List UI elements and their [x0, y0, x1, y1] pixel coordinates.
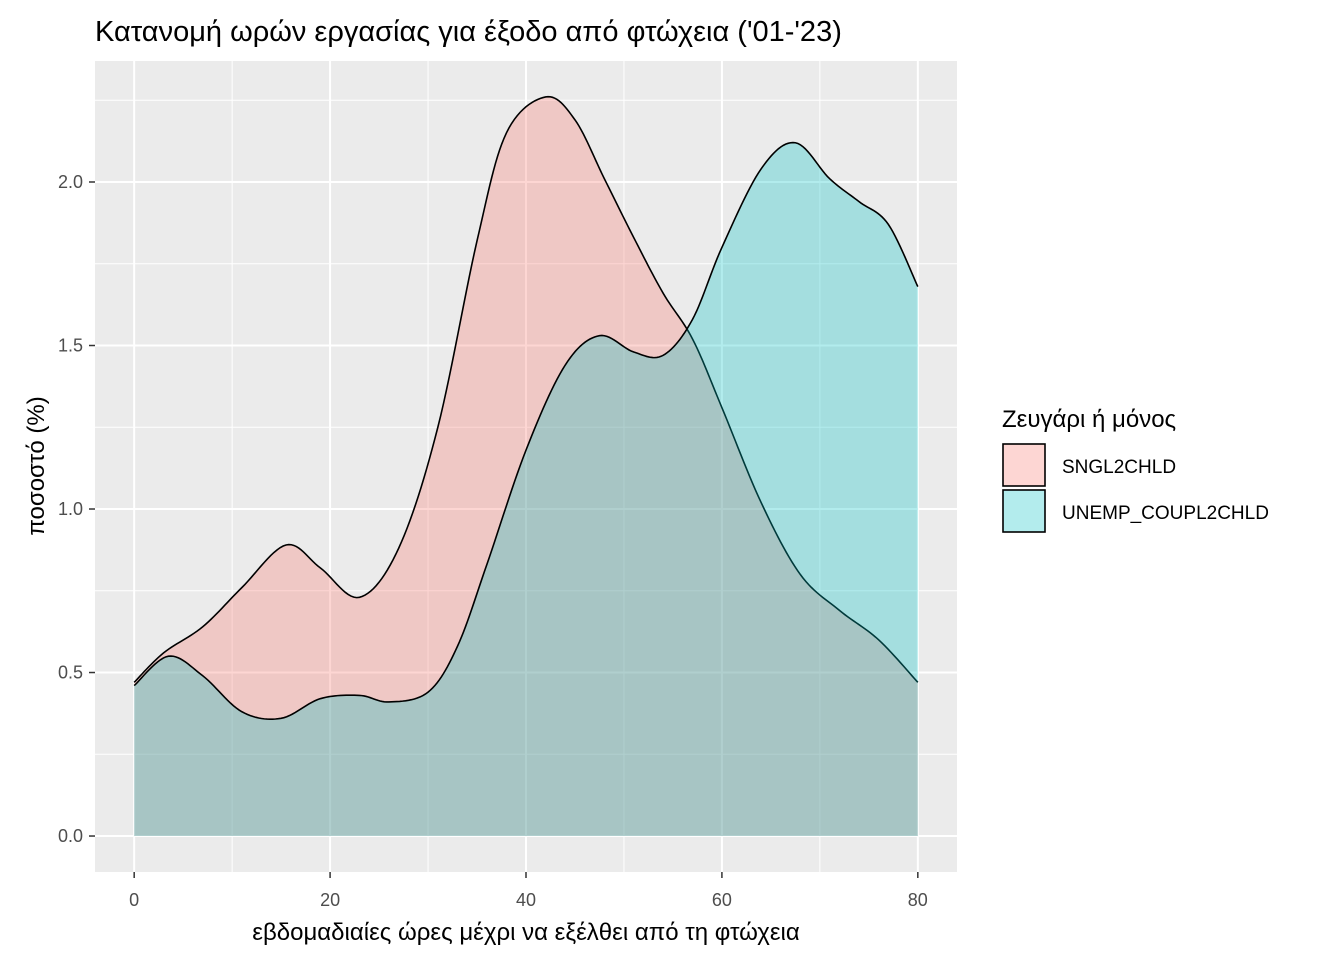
x-tick-label: 60: [712, 890, 732, 910]
density-line-sngl2chld: [133, 95, 919, 683]
grid-lines: [95, 61, 957, 872]
x-tick-label: 20: [320, 890, 340, 910]
x-tick-label: 80: [908, 890, 928, 910]
x-tick-label: 40: [516, 890, 536, 910]
density-areas: [133, 95, 919, 837]
legend-key-unemp_coupl2chld: [1002, 489, 1046, 533]
density-line-unemp_coupl2chld: [133, 141, 919, 721]
x-axis: 0 20 40 60 80: [129, 872, 928, 910]
density-area-sngl2chld: [134, 96, 918, 837]
legend-label-unemp_coupl2chld: UNEMP_COUPL2CHLD: [1062, 503, 1269, 524]
y-axis-title: ποσοστό (%): [23, 396, 50, 535]
x-axis-title: εβδομαδιαίες ώρες μέχρι να εξέλθει από τ…: [252, 919, 800, 946]
density-area-unemp_coupl2chld: [134, 142, 918, 837]
x-tick-label: 0: [129, 890, 139, 910]
legend-title: Ζευγάρι ή μόνος: [1002, 406, 1176, 433]
chart-title: Κατανομή ωρών εργασίας για έξοδο από φτώ…: [95, 16, 842, 48]
y-axis: 0.0 0.5 1.0 1.5 2.0: [58, 172, 95, 846]
y-tick-label: 0.0: [58, 826, 83, 846]
y-tick-label: 0.5: [58, 663, 83, 683]
y-tick-label: 1.0: [58, 499, 83, 519]
y-tick-label: 1.5: [58, 336, 83, 356]
legend-label-sngl2chld: SNGL2CHLD: [1062, 457, 1176, 478]
y-tick-label: 2.0: [58, 172, 83, 192]
legend: Ζευγάρι ή μόνος SNGL2CHLD UNEMP_COUPL2CHL…: [1002, 406, 1269, 533]
legend-key-sngl2chld: [1002, 443, 1046, 487]
